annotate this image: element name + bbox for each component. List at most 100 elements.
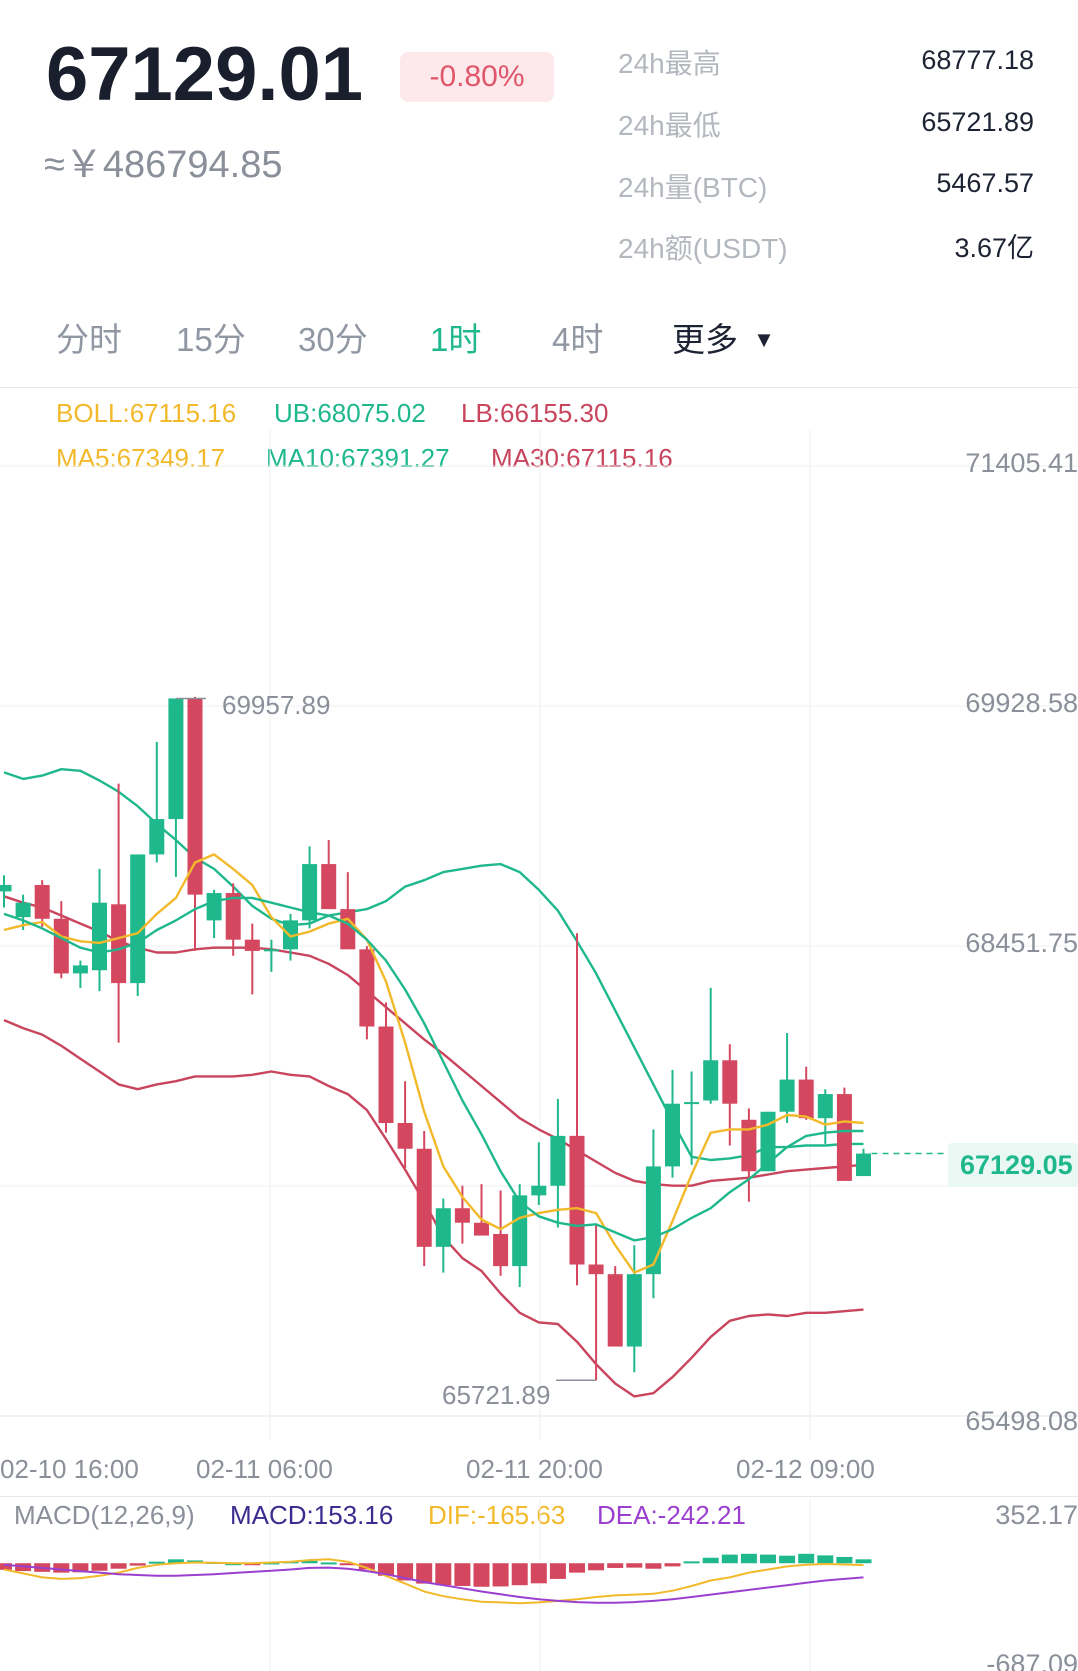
bollinger-bands <box>3 768 864 1398</box>
chart-grid <box>0 430 1078 1440</box>
tab-15m[interactable]: 15分 <box>176 321 246 358</box>
ma5-label: MA5:67349.17 <box>56 443 226 473</box>
macd-bar <box>740 1553 757 1564</box>
macd-bar <box>301 1560 318 1564</box>
stat-value-24h-high: 68777.18 <box>921 45 1034 75</box>
candle-body <box>53 918 69 974</box>
ma10-line <box>3 896 864 1242</box>
macd-bar <box>0 1563 12 1570</box>
candle-body <box>550 1135 566 1186</box>
ma10-label: MA10:67391.27 <box>266 443 450 473</box>
candle-body <box>836 1094 852 1181</box>
time-axis-tick: 02-10 16:00 <box>0 1454 139 1484</box>
stat-label-24h-high: 24h最高 <box>618 48 721 79</box>
macd-grid <box>269 1498 811 1671</box>
macd-bar <box>549 1563 566 1579</box>
macd-bar <box>53 1563 70 1573</box>
macd-bar <box>397 1563 414 1581</box>
candle-body <box>416 1148 432 1247</box>
macd-bar <box>473 1563 490 1587</box>
time-axis-tick: 02-12 09:00 <box>736 1454 875 1484</box>
candle-body <box>607 1274 623 1347</box>
macd-chart[interactable] <box>0 1498 1078 1671</box>
tab-timeshare[interactable]: 分时 <box>56 321 122 358</box>
price-axis-tick: 71405.41 <box>965 448 1078 478</box>
macd-divider <box>0 1496 1078 1497</box>
ma5-line <box>3 853 864 1274</box>
macd-bar <box>798 1553 815 1564</box>
candlestick-chart[interactable] <box>0 390 1078 1440</box>
macd-axis-top: 352.17 <box>995 1500 1078 1530</box>
stat-value-24h-turnover: 3.67亿 <box>954 233 1034 263</box>
low-annotation: 65721.89 <box>442 1380 551 1410</box>
candle-body <box>722 1060 738 1104</box>
macd-bar <box>836 1556 853 1564</box>
price-axis-tick: 68451.75 <box>965 928 1078 958</box>
tab-more-label: 更多 <box>672 321 738 358</box>
candle-body <box>302 864 318 921</box>
macd-value: MACD:153.16 <box>230 1500 394 1530</box>
tab-30m[interactable]: 30分 <box>298 321 368 358</box>
candle-body <box>0 884 12 892</box>
dea-value: DEA:-242.21 <box>597 1500 746 1530</box>
candle-body <box>741 1119 757 1172</box>
macd-bar <box>454 1563 471 1586</box>
candle-body <box>397 1123 413 1149</box>
macd-bar <box>416 1563 433 1584</box>
ma30-label: MA30:67115.16 <box>491 443 673 473</box>
macd-axis-bottom: -687.09 <box>986 1649 1078 1671</box>
macd-bar <box>435 1563 452 1586</box>
price-change-badge: -0.80% <box>400 52 554 102</box>
caret-down-icon: ▼ <box>753 327 775 352</box>
high-annotation: 69957.89 <box>222 690 331 720</box>
candle-body <box>168 698 184 820</box>
candle-body <box>684 1102 700 1105</box>
candle-body <box>378 1026 394 1124</box>
candle-body <box>187 698 203 895</box>
candle-body <box>626 1274 642 1347</box>
candle-body <box>493 1233 509 1267</box>
macd-histogram <box>0 1553 872 1587</box>
time-axis-tick: 02-11 06:00 <box>196 1454 333 1484</box>
macd-bar <box>110 1563 127 1569</box>
macd-bar <box>817 1555 834 1564</box>
macd-bar <box>148 1561 165 1564</box>
macd-bar <box>588 1563 605 1571</box>
candle-body <box>111 904 127 984</box>
dif-line <box>3 1558 864 1605</box>
macd-bar <box>569 1563 585 1573</box>
candle-body <box>531 1185 547 1196</box>
price-axis-tick: 69928.58 <box>965 688 1078 718</box>
stat-value-24h-volume: 5467.57 <box>936 168 1034 198</box>
extreme-annotations <box>175 697 948 1382</box>
macd-bar <box>511 1563 528 1586</box>
candle-body <box>225 893 241 940</box>
candle-body <box>588 1264 604 1275</box>
boll-lower-line <box>3 1018 864 1398</box>
tab-1h[interactable]: 1时 <box>430 321 482 358</box>
candle-body <box>206 893 222 921</box>
candle-body <box>798 1079 814 1119</box>
dea-line <box>3 1563 864 1604</box>
dif-value: DIF:-165.63 <box>428 1500 566 1530</box>
candle-body <box>779 1079 795 1112</box>
macd-bar <box>855 1559 872 1564</box>
macd-bar <box>244 1563 261 1566</box>
macd-bar <box>72 1563 89 1573</box>
stat-label-24h-low: 24h最低 <box>618 110 721 141</box>
current-price-tag: 67129.05 <box>948 1143 1078 1187</box>
moving-averages <box>3 853 864 1274</box>
macd-bar <box>129 1563 146 1566</box>
tab-more[interactable]: 更多 ▼ <box>672 318 775 362</box>
candle-body <box>149 819 165 855</box>
macd-bar <box>721 1554 738 1564</box>
macd-bar <box>702 1557 719 1564</box>
interval-tabs: 分时 15分 30分 1时 4时 更多 ▼ <box>0 300 1078 380</box>
macd-bar <box>167 1559 184 1564</box>
tab-4h[interactable]: 4时 <box>552 321 604 358</box>
candle-body <box>817 1094 833 1119</box>
candle-body <box>512 1195 528 1267</box>
candle-body <box>665 1103 680 1167</box>
stat-label-24h-turnover: 24h额(USDT) <box>618 233 788 264</box>
cny-equivalent: ≈￥486794.85 <box>44 144 283 186</box>
